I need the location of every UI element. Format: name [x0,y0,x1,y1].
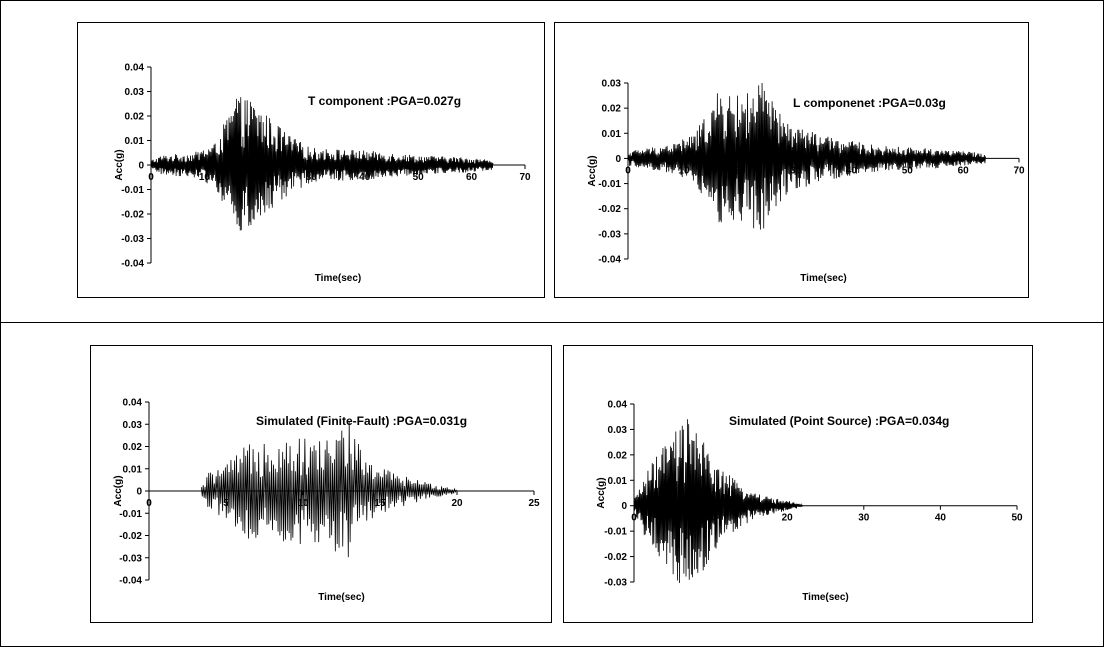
y-axis-title: Acc(g) [587,155,598,186]
y-tick-label: -0.01 [121,185,144,196]
x-axis-title: Time(sec) [800,273,847,284]
x-axis-title: Time(sec) [802,592,849,603]
y-tick-label: 0.01 [602,129,622,140]
x-tick-label: 10 [297,498,309,509]
y-tick-label: -0.04 [119,576,142,587]
x-tick-label: 60 [466,172,478,183]
y-axis-title: Acc(g) [596,477,607,508]
y-tick-label: 0 [136,487,142,498]
y-tick-label: 0.04 [608,400,628,411]
row-divider [0,322,1104,323]
x-tick-label: 0 [631,513,637,524]
y-axis-title: Acc(g) [114,149,125,180]
series-line [200,422,457,558]
x-tick-label: 10 [199,172,211,183]
chart-title: T component :PGA=0.027g [308,94,461,108]
y-axis-title: Acc(g) [113,475,124,506]
chart-title: Simulated (Finite-Fault) :PGA=0.031g [256,414,467,428]
chart-l-component: -0.04 -0.03 -0.02 -0.01 0 0.01 0.02 0.03 0 10 20 30… [554,22,1029,298]
x-tick-label: 70 [519,172,531,183]
y-tick-label: -0.03 [604,578,627,589]
x-tick-label: 20 [451,498,463,509]
y-tick-label: 0.03 [602,79,622,90]
x-tick-label: 50 [1011,513,1023,524]
y-tick-label: -0.01 [598,179,621,190]
x-tick-label: 50 [413,172,425,183]
y-tick-label: 0.01 [123,464,143,475]
chart-title: L componenet :PGA=0.03g [793,96,946,110]
y-tick-label: 0.01 [608,476,628,487]
y-tick-label: -0.04 [121,259,144,270]
y-tick-label: 0.04 [125,63,145,74]
y-tick-label: -0.03 [121,234,144,245]
y-tick-label: -0.01 [119,509,142,520]
y-tick-label: -0.03 [119,553,142,564]
y-tick-label: 0.02 [125,112,145,123]
chart-t-component: -0.04 -0.03 -0.02 -0.01 0 0.01 0.02 0.03 0.04 0 10… [77,22,545,298]
x-tick-label: 0 [146,498,152,509]
y-tick-label: 0.01 [125,136,145,147]
y-tick-label: -0.02 [598,204,621,215]
y-tick-label: -0.01 [604,527,627,538]
y-tick-label: 0 [138,161,144,172]
x-tick-label: 20 [782,513,794,524]
chart-title: Simulated (Point Source) :PGA=0.034g [729,414,949,428]
y-tick-label: 0.03 [123,420,143,431]
x-tick-label: 40 [846,165,858,176]
chart-simulated-finite-fault: -0.04 -0.03 -0.02 -0.01 0 0.01 0.02 0.03 0.04 0 5 1… [90,345,552,623]
y-tick-label: -0.02 [119,531,142,542]
y-tick-label: -0.02 [121,210,144,221]
x-tick-label: 40 [935,513,947,524]
chart-simulated-point-source: -0.03 -0.02 -0.01 0 0.01 0.02 0.03 0.04 0 10 20 30 4… [563,345,1033,623]
x-tick-label: 25 [528,498,540,509]
y-tick-label: 0 [615,154,621,165]
y-tick-label: -0.03 [598,229,621,240]
y-tick-label: 0.03 [608,425,628,436]
y-tick-label: 0.02 [602,104,622,115]
x-tick-label: 10 [678,165,690,176]
series-line [150,97,494,231]
y-tick-label: 0.02 [608,450,628,461]
x-tick-label: 30 [858,513,870,524]
x-tick-label: 40 [359,172,371,183]
x-axis-title: Time(sec) [318,592,365,603]
x-tick-label: 60 [958,165,970,176]
x-axis-title: Time(sec) [315,273,362,284]
y-tick-label: 0 [621,501,627,512]
x-tick-label: 0 [148,172,154,183]
x-tick-label: 15 [374,498,386,509]
x-tick-label: 50 [902,165,914,176]
y-tick-label: 0.03 [125,87,145,98]
y-tick-label: 0.04 [123,398,143,409]
y-tick-label: 0.02 [123,442,143,453]
y-tick-label: -0.02 [604,552,627,563]
x-tick-label: 0 [625,165,631,176]
series-line [633,419,803,583]
x-tick-label: 70 [1013,165,1025,176]
series-line [627,82,986,230]
y-tick-label: -0.04 [598,255,621,266]
